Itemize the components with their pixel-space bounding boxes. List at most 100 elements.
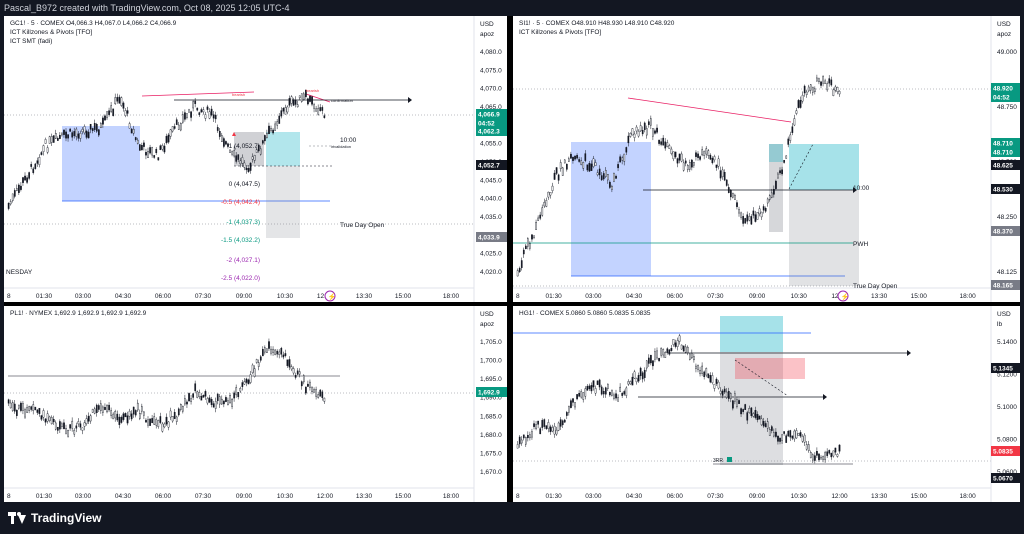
chart-pane-si[interactable]: USDapoz49.00048.75048.50048.25048.125801… (513, 16, 1020, 302)
hg-candle-body (783, 431, 785, 434)
pl-candle-body (264, 347, 266, 353)
gc-candle-body (323, 115, 326, 118)
si-candle-body (635, 126, 638, 132)
pl-price-tick: 1,705.0 (480, 339, 502, 346)
pl-candle-body (321, 391, 324, 398)
gc-candle-body (188, 109, 190, 113)
gc-candle-body (87, 131, 90, 139)
gc-candle-body (177, 124, 180, 130)
hg-candle-body (701, 365, 703, 374)
si-candle-body (557, 174, 560, 181)
pl-candle-body (143, 411, 145, 416)
hg-candle-body (742, 409, 744, 412)
hg-time-tick: 07:30 (707, 493, 724, 500)
gc-candle-body (22, 177, 24, 183)
si-indicator-1[interactable]: ICT Killzones & Pivots [TFO] (519, 29, 602, 36)
si-lightning-icon[interactable] (837, 290, 849, 302)
si-badge-countdown-text: 04:52 (993, 95, 1010, 102)
si-candle-body (637, 130, 640, 137)
si-unit-label: apoz (997, 31, 1011, 38)
gc-candle-body (61, 132, 63, 136)
pl-candle-body (93, 408, 96, 414)
hg-candle-body (639, 367, 642, 377)
gc-symbol[interactable]: GC1! · 5 · COMEX O4,066.3 H4,067.0 L4,06… (10, 20, 177, 27)
hg-red-box (735, 358, 805, 379)
gc-candle-body (75, 128, 78, 137)
lightning-icon[interactable] (324, 290, 336, 302)
gc-candle-body (243, 162, 246, 168)
gc-badge-level2-text: 4,052.7 (478, 163, 500, 170)
gc-candle-body (192, 101, 194, 109)
si-candle-body (609, 181, 611, 188)
hg-candle-body (658, 357, 660, 361)
tradingview-logo[interactable]: TradingView (8, 511, 101, 525)
swing-marker (232, 132, 236, 136)
si-candle-body (561, 167, 564, 176)
hg-candle-body (539, 428, 542, 435)
hg-candle-body (695, 365, 697, 369)
si-gray-projection (789, 190, 859, 286)
gc-candle-body (284, 107, 287, 115)
pl-candle-body (266, 348, 268, 353)
si-candle-body (576, 155, 578, 159)
gc-indicator-2[interactable]: ICT SMT (fadi) (10, 38, 53, 45)
gc-candle-body (67, 134, 69, 139)
pl-candle-body (11, 402, 14, 411)
hg-badge-level2-text: 5.0670 (993, 476, 1013, 483)
si-candle-body (758, 208, 761, 215)
hg-candle-body (707, 373, 710, 379)
pl-candle-body (147, 419, 149, 426)
hg-candle-body (660, 348, 662, 356)
gc-candle-body (214, 114, 217, 120)
pl-candle-body (104, 407, 106, 410)
hg-candle-body (641, 372, 644, 380)
gc-candle-body (151, 147, 153, 156)
si-candle-body (524, 245, 527, 250)
hg-candle-body (697, 364, 699, 370)
gc-candle-body (69, 128, 71, 132)
hg-candle-body (832, 450, 835, 457)
hg-candle-body (732, 400, 734, 409)
hg-badge-level2 (991, 473, 1020, 483)
si-candle-body (777, 173, 779, 179)
gc-candle-body (126, 110, 129, 114)
gc-invalidation-label: invalidation (331, 144, 351, 149)
pl-candle-body (7, 399, 10, 404)
hg-candle-body (818, 453, 820, 461)
pl-candle-body (112, 413, 115, 420)
chart-pane-gc[interactable]: USDapoz4,080.04,075.04,070.04,065.04,060… (4, 16, 507, 302)
pl-candle-body (24, 409, 26, 418)
si-candle-body (809, 84, 812, 91)
si-candle-body (570, 153, 572, 159)
gc-fib-level: -1.5 (4,032.2) (221, 237, 260, 244)
gc-candle-body (77, 133, 80, 139)
pl-badge-last (476, 387, 507, 397)
hg-candle-body (758, 415, 761, 420)
gc-candle-body (235, 155, 238, 162)
si-candle-body (588, 162, 591, 172)
si-candle-body (547, 191, 550, 198)
si-candle-body (629, 133, 632, 137)
gc-candle-body (57, 138, 59, 141)
hg-candle-body (809, 452, 812, 459)
pl-candle-body (282, 354, 285, 358)
chart-pane-hg[interactable]: USD lb 5.1400 5.1200 5.1000 5.0800 5.0600 8 01:3… (513, 306, 1020, 502)
pl-candle-body (253, 368, 256, 377)
si-candle-body (746, 214, 749, 222)
si-symbol[interactable]: SI1! · 5 · COMEX O48.910 H48.930 L48.910… (519, 20, 675, 27)
pl-candle-body (196, 391, 199, 398)
pl-symbol[interactable]: PL1! · NYMEX 1,692.9 1,692.9 1,692.9 1,6… (10, 310, 147, 317)
hg-candle-body (789, 430, 792, 438)
pl-candle-body (237, 392, 240, 398)
gc-candle-body (91, 128, 94, 131)
si-price-tick: 49.000 (997, 49, 1017, 56)
chart-pane-pl[interactable]: USD apoz 1,705.0 1,700.0 1,695.0 1,690.0 1,685… (4, 306, 507, 502)
gc-price-tick: 4,070.0 (480, 86, 502, 93)
hg-candle-body (838, 444, 841, 452)
pl-candle-body (95, 404, 98, 413)
pl-time-tick: 06:00 (155, 493, 172, 500)
hg-symbol[interactable]: HG1! · COMEX 5.0860 5.0860 5.0835 5.0835 (519, 310, 651, 317)
gc-indicator-1[interactable]: ICT Killzones & Pivots [TFO] (10, 29, 93, 36)
pl-candle-body (194, 383, 197, 392)
si-candle-body (619, 156, 621, 163)
